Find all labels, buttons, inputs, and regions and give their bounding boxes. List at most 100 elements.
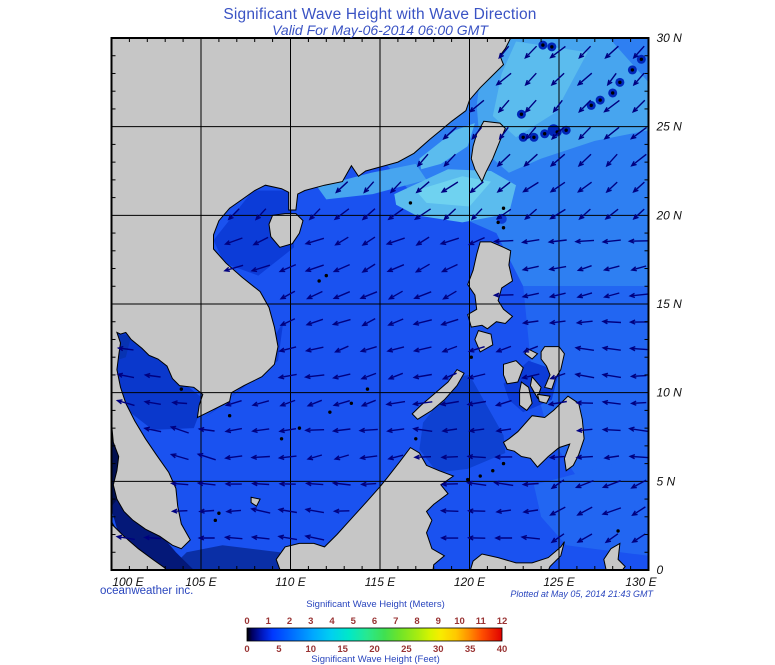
wave-arrow <box>629 373 647 379</box>
islet-speck <box>213 518 218 523</box>
land-borneo <box>275 446 455 570</box>
wave-arrow <box>522 508 539 515</box>
wave-arrow <box>358 427 378 433</box>
wave-arrow <box>227 208 240 221</box>
land-palawan <box>411 368 465 420</box>
legend-meter-tick: 5 <box>351 616 357 627</box>
legend-feet-tick: 5 <box>276 644 282 655</box>
wave-arrow <box>497 99 510 114</box>
wave-arrow <box>170 508 188 514</box>
wave-arrow <box>521 481 539 487</box>
land-mindanao <box>502 395 585 472</box>
plotted-timestamp: Plotted at May 05, 2014 21:43 GMT <box>510 589 653 599</box>
map-layers <box>111 38 649 570</box>
wave-arrow <box>223 534 243 541</box>
wave-arrow <box>196 452 216 461</box>
wave-arrow <box>601 372 622 379</box>
islet-speck <box>541 43 545 47</box>
wave-arrow <box>363 181 375 194</box>
wave-arrow <box>495 427 512 434</box>
wave-arrow <box>223 264 244 272</box>
wave-arrow <box>604 533 619 544</box>
wave-arrow <box>279 290 296 300</box>
wave-arrow <box>495 208 512 220</box>
wave-arrow <box>334 236 349 246</box>
lon-label: 100 E <box>112 575 144 589</box>
wave-arrow <box>494 454 513 460</box>
wave-arrow <box>578 126 592 141</box>
islet-speck <box>469 355 473 359</box>
wave-arrow <box>631 533 646 544</box>
wave-arrow <box>308 208 321 221</box>
wave-arrow <box>278 427 297 434</box>
islet-speck <box>496 220 500 225</box>
land-sulawesi <box>469 541 565 570</box>
wave-arrow <box>525 126 537 141</box>
land-luzon <box>467 241 514 330</box>
wave-arrow <box>169 481 189 487</box>
wave-arrow <box>629 126 648 140</box>
legend-meter-tick: 9 <box>436 616 441 627</box>
wave-arrow <box>628 426 649 433</box>
lon-label: 110 E <box>275 575 306 589</box>
wave-arrow <box>331 318 351 326</box>
lon-label: 120 E <box>454 575 486 589</box>
wave-arrow <box>251 481 270 487</box>
wave-arrow <box>305 481 324 487</box>
islet-speck <box>598 98 602 102</box>
wave-arrow <box>198 508 215 514</box>
wave-arrow <box>278 481 296 487</box>
wave-arrow <box>524 99 537 114</box>
wave-arrow <box>386 346 405 353</box>
wave-arrow <box>468 427 485 434</box>
wave-arrow <box>601 399 621 406</box>
wave-arrow <box>332 291 351 300</box>
wave-arrow <box>471 126 483 141</box>
wave-arrow <box>496 181 511 193</box>
wave-arrow <box>440 318 459 326</box>
sea-shade <box>111 332 205 430</box>
wave-arrow <box>601 480 621 489</box>
wave-arrow <box>574 479 594 489</box>
islet-speck <box>501 226 506 230</box>
wave-arrow <box>521 373 540 380</box>
wave-arrow <box>578 208 591 221</box>
legend-meter-tick: 6 <box>372 616 377 627</box>
graticule <box>111 38 649 570</box>
islet-speck <box>317 279 321 283</box>
wave-arrow <box>387 454 404 461</box>
wave-arrow <box>631 506 646 517</box>
wave-arrow <box>440 181 459 193</box>
wave-arrow <box>143 372 161 379</box>
wave-arrow <box>466 400 487 407</box>
wave-arrow <box>387 372 404 380</box>
wave-arrow <box>412 346 432 353</box>
wave-arrow <box>277 373 297 380</box>
wave-arrow <box>576 292 593 299</box>
islet-speck <box>501 206 506 210</box>
wave-arrow <box>496 153 511 167</box>
lat-label: 20 N <box>656 208 683 222</box>
wave-arrow <box>577 181 593 193</box>
wave-arrow <box>331 480 351 487</box>
wave-arrow <box>601 319 622 325</box>
wave-arrow <box>361 208 376 221</box>
wave-arrow <box>578 99 592 114</box>
islet-speck <box>639 57 644 61</box>
lat-label: 0 <box>657 563 664 577</box>
wave-arrow <box>549 372 566 380</box>
wave-arrow <box>498 45 510 60</box>
islet-speck <box>532 135 536 140</box>
legend-feet-tick: 40 <box>497 644 508 655</box>
wave-arrow <box>442 126 457 140</box>
wave-arrow <box>521 292 539 299</box>
legend-feet-tick: 35 <box>465 644 476 655</box>
legend-meter-tick: 12 <box>497 616 508 627</box>
islet-speck <box>519 112 524 116</box>
islet-speck <box>324 273 328 278</box>
wave-arrow <box>412 319 432 326</box>
wave-arrow <box>439 237 460 246</box>
islet-speck <box>616 529 620 533</box>
wave-arrow <box>361 263 376 273</box>
wave-arrow <box>335 181 349 194</box>
